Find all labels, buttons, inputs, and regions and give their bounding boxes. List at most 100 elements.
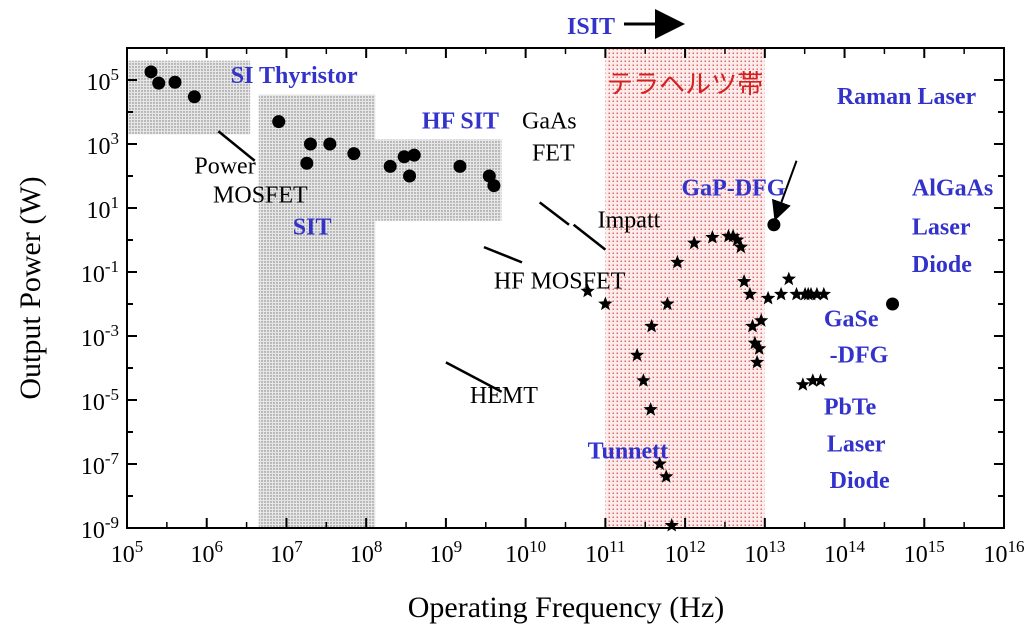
x-tick-label: 108 [350,537,383,568]
x-tick-label: 1016 [984,537,1025,568]
x-tick-label: 106 [190,537,223,568]
annotation-9: Impatt [598,207,661,233]
y-tick-label: 10-3 [81,321,119,352]
circle-point [383,159,397,173]
star-point [781,271,796,286]
annotation-19: PbTe [824,395,877,421]
star-point [795,377,810,391]
star-point [805,373,820,387]
star-point [660,296,675,311]
terahertz-band [605,48,765,528]
circle-point [168,75,182,89]
circle-point [886,297,900,311]
y-tick-label: 101 [87,193,120,224]
circle-point [407,148,421,162]
annotation-21: Diode [830,468,890,494]
annotation-18: -DFG [830,342,889,368]
x-axis-title: Operating Frequency (Hz) [408,591,725,624]
x-tick-label: 1015 [904,537,945,568]
star-point [816,286,831,301]
circle-point [323,137,337,151]
x-tick-label: 1010 [505,537,546,568]
annotation-6: GaAs [522,109,577,135]
device-region-3 [375,139,502,221]
terahertz-band-label: テラヘルツ帯 [607,70,763,99]
isit-label: ISIT [567,14,615,40]
y-axis-title: Output Power (W) [14,176,47,399]
star-point [687,235,702,250]
annotation-5: HF SIT [422,109,499,135]
trend-line-4 [483,245,523,264]
annotation-14: AlGaAs [912,175,993,201]
trend-line-2 [538,201,570,226]
y-tick-label: 10-1 [81,257,119,288]
x-tick-label: 105 [111,537,144,568]
annotation-13: Raman Laser [837,84,977,110]
circle-point [272,115,286,129]
y-tick-label: 10-7 [81,449,120,480]
x-tick-label: 1013 [744,537,785,568]
star-point [598,296,613,311]
star-point [761,290,776,305]
circle-point [767,218,781,232]
star-point [730,232,745,247]
star-point [803,286,819,301]
y-tick-label: 103 [87,129,120,160]
y-tick-label: 10-9 [81,513,119,544]
annotation-16: Diode [912,252,972,278]
star-point [809,286,824,301]
star-point [636,373,651,387]
star-point [774,286,789,301]
star-point [652,456,667,471]
star-point [580,283,595,298]
raman-laser-arrow [771,160,798,221]
annotation-10: HF MOSFET [494,269,626,295]
x-tick-label: 107 [270,537,303,568]
star-point [644,318,659,333]
star-point [745,318,760,333]
y-tick-label: 105 [87,65,120,96]
circle-point [300,156,314,170]
annotation-2: Power [194,153,255,179]
trend-line-1 [217,130,256,162]
device-region-2 [258,94,376,528]
star-point [737,274,752,288]
annotation-7: FET [532,141,575,167]
star-point [726,228,741,243]
x-tick-label: 1012 [665,537,706,568]
annotation-17: GaSe [824,306,879,332]
star-point [670,254,685,269]
circle-point [187,90,201,104]
x-tick-label: 109 [430,537,463,568]
annotation-20: Laser [827,431,886,457]
star-point [750,354,765,369]
star-point [659,469,674,483]
x-tick-label: 1011 [585,537,625,568]
x-tick-label: 1014 [824,537,866,568]
star-point [664,518,679,532]
circle-point [303,137,317,151]
circle-point [453,159,467,173]
star-point [813,373,828,387]
circle-point [347,147,361,161]
star-point [630,347,645,362]
star-point [789,286,804,301]
circle-point [144,65,158,79]
annotation-12: Tunnett [588,438,668,464]
annotation-3: MOSFET [213,182,308,208]
annotation-11: HEMT [470,383,538,409]
circle-point [403,169,417,183]
circle-point [487,179,501,193]
annotation-8: GaP-DFG [681,175,785,201]
trend-line-5 [445,361,503,393]
circle-point [152,76,166,90]
star-point [752,341,767,355]
star-point [705,230,720,244]
annotation-4: SIT [293,214,332,240]
star-point [643,402,658,416]
circle-point [482,169,496,183]
y-tick-label: 10-5 [81,385,119,416]
star-point [747,335,762,350]
trend-line-3 [572,223,607,251]
